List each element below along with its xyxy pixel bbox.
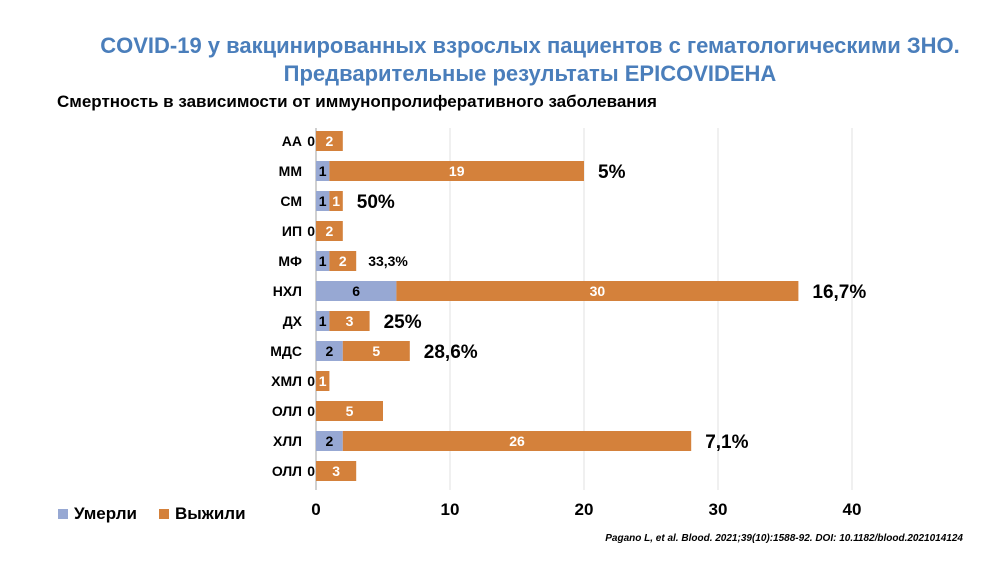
data-label-died: 0 xyxy=(307,373,315,389)
x-tick-label: 20 xyxy=(575,500,594,519)
bar-died xyxy=(316,161,330,181)
slide-title: COVID-19 у вакцинированных взрослых паци… xyxy=(100,33,960,86)
bar-survived xyxy=(329,161,584,181)
data-label-died: 1 xyxy=(319,313,327,329)
data-label-survived: 1 xyxy=(332,193,340,209)
category-label: ХЛЛ xyxy=(273,433,302,449)
data-label-survived: 19 xyxy=(449,163,465,179)
legend-item-survived: Выжили xyxy=(158,504,246,524)
bar-survived xyxy=(396,281,799,301)
data-label-survived: 2 xyxy=(326,133,334,149)
data-label-survived: 30 xyxy=(590,283,606,299)
bar-survived xyxy=(316,401,383,421)
data-label-died: 0 xyxy=(307,463,315,479)
legend: Умерли Выжили xyxy=(58,504,246,524)
legend-label-survived: Выжили xyxy=(174,504,246,523)
bar-died xyxy=(316,431,343,451)
mortality-annotation: 50% xyxy=(357,192,395,213)
mortality-annotation: 5% xyxy=(598,162,626,183)
data-label-died: 1 xyxy=(319,163,327,179)
mortality-annotation: 7,1% xyxy=(705,432,748,453)
data-label-died: 2 xyxy=(326,343,334,359)
data-label-died: 0 xyxy=(307,133,315,149)
category-label: ММ xyxy=(279,163,302,179)
bar-survived xyxy=(342,341,410,361)
bar-survived xyxy=(316,131,343,151)
data-label-survived: 3 xyxy=(332,463,340,479)
data-label-survived: 2 xyxy=(326,223,334,239)
category-label: ОЛЛ xyxy=(272,463,302,479)
category-label: МФ xyxy=(278,253,302,269)
mortality-annotation: 28,6% xyxy=(424,342,478,363)
data-label-died: 1 xyxy=(319,193,327,209)
data-label-died: 1 xyxy=(319,253,327,269)
mortality-annotation: 33,3% xyxy=(368,253,408,269)
data-label-died: 2 xyxy=(326,433,334,449)
data-label-died: 0 xyxy=(307,403,315,419)
category-label: МДС xyxy=(270,343,302,359)
bar-survived xyxy=(316,371,330,391)
legend-label-died: Умерли xyxy=(74,504,137,523)
mortality-annotation: 16,7% xyxy=(812,282,866,303)
bar-died xyxy=(316,311,330,331)
bar-survived xyxy=(316,461,357,481)
category-label: АА xyxy=(282,133,302,149)
legend-swatch-died xyxy=(58,509,68,519)
data-label-survived: 2 xyxy=(339,253,347,269)
category-label: ОЛЛ xyxy=(272,403,302,419)
bar-died xyxy=(316,281,397,301)
category-label: ИП xyxy=(282,223,302,239)
category-label: СМ xyxy=(280,193,302,209)
data-label-survived: 26 xyxy=(509,433,525,449)
x-tick-label: 10 xyxy=(441,500,460,519)
bar-died xyxy=(316,251,330,271)
data-label-survived: 1 xyxy=(319,373,327,389)
data-label-survived: 5 xyxy=(346,403,354,419)
bar-died xyxy=(316,191,330,211)
bar-survived xyxy=(342,431,692,451)
category-label: НХЛ xyxy=(273,283,302,299)
mortality-annotation: 25% xyxy=(384,312,422,333)
data-label-survived: 5 xyxy=(372,343,380,359)
category-label: ДХ xyxy=(283,313,303,329)
x-tick-label: 0 xyxy=(311,500,320,519)
data-label-survived: 3 xyxy=(346,313,354,329)
chart-title: Смертность в зависимости от иммунопролиф… xyxy=(57,92,657,111)
x-tick-label: 30 xyxy=(709,500,728,519)
bar-survived xyxy=(329,251,357,271)
bar-survived xyxy=(329,311,370,331)
bar-died xyxy=(316,341,343,361)
bar-survived xyxy=(316,221,343,241)
category-label: ХМЛ xyxy=(271,373,302,389)
citation: Pagano L, et al. Blood. 2021;39(10):1588… xyxy=(605,533,963,544)
x-tick-label: 40 xyxy=(843,500,862,519)
data-label-died: 0 xyxy=(307,223,315,239)
legend-swatch-survived xyxy=(158,509,169,519)
data-label-died: 6 xyxy=(352,283,360,299)
bar-survived xyxy=(329,191,343,211)
legend-item-died: Умерли xyxy=(58,504,137,524)
